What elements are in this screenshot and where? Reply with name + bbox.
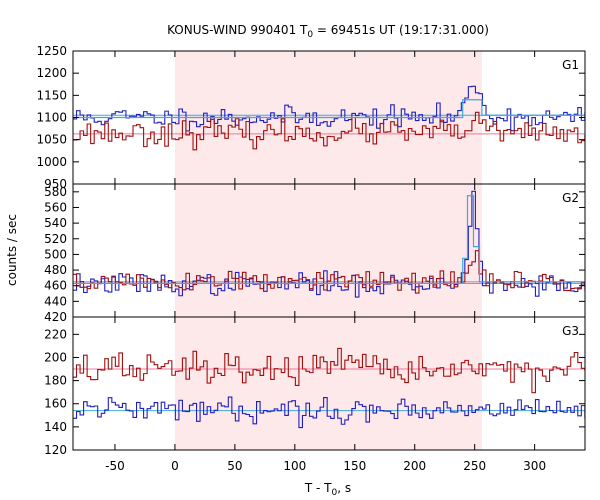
- fit-step-0: [73, 195, 585, 284]
- x-tick-label: 300: [523, 459, 546, 473]
- y-tick-label: 1050: [36, 133, 67, 147]
- fit-step-0: [73, 99, 585, 119]
- y-tick-label: 120: [44, 443, 67, 457]
- plot-area: [73, 85, 585, 151]
- x-tick-label: 200: [403, 459, 426, 473]
- panel-label: G3: [562, 324, 579, 338]
- series-red-0: [73, 347, 585, 394]
- panel-g1: 950 1000 1050 1100 1150 1200 1250 G1: [36, 44, 586, 191]
- series-red-1: [73, 111, 585, 151]
- y-tick-label: 460: [44, 279, 67, 293]
- panel-label: G1: [562, 58, 579, 72]
- y-tick-label: 950: [44, 177, 67, 191]
- x-tick-label: 100: [283, 459, 306, 473]
- chart-title: KONUS-WIND 990401 T0 = 69451s UT (19:17:…: [167, 23, 489, 40]
- x-tick-label: 150: [343, 459, 366, 473]
- y-tick-label: 420: [44, 310, 67, 324]
- y-tick-label: 580: [44, 185, 67, 199]
- y-tick-label: 180: [44, 374, 67, 388]
- panel-g3: 120 140 160 180 200 220 G3: [44, 316, 586, 457]
- y-tick-label: 440: [44, 294, 67, 308]
- panel-label: G2: [562, 191, 579, 205]
- y-tick-label: 1150: [36, 88, 67, 102]
- x-tick-label: 250: [463, 459, 486, 473]
- plot-area: [73, 190, 585, 298]
- y-tick-label: 520: [44, 232, 67, 246]
- x-axis-title-subscript: 0: [332, 488, 338, 498]
- y-tick-label: 200: [44, 350, 67, 364]
- x-tick-label: 50: [227, 459, 242, 473]
- y-tick-label: 500: [44, 247, 67, 261]
- y-tick-label: 1100: [36, 111, 67, 125]
- chart-title-subscript: 0: [307, 30, 313, 40]
- series-blue-0: [73, 85, 585, 132]
- series-blue-1: [73, 396, 585, 429]
- x-tick-label: 0: [171, 459, 179, 473]
- y-tick-label: 1200: [36, 66, 67, 80]
- panel-frame: [72, 316, 586, 451]
- x-tick-label: -50: [105, 459, 125, 473]
- highlight-interval: [174, 317, 482, 450]
- y-tick-label: 220: [44, 327, 67, 341]
- y-tick-label: 560: [44, 200, 67, 214]
- y-tick-label: 480: [44, 263, 67, 277]
- y-tick-label: 140: [44, 420, 67, 434]
- y-tick-label: 160: [44, 397, 67, 411]
- plot-area: [73, 347, 585, 429]
- y-tick-label: 1250: [36, 44, 67, 58]
- y-tick-label: 540: [44, 216, 67, 230]
- x-axis-title: T - T0, s: [304, 481, 351, 498]
- y-axis-title: counts / sec: [5, 214, 19, 286]
- x-tick-labels: -50 0 50 100 150 200 250 300: [105, 459, 546, 473]
- series-red-1: [73, 250, 585, 294]
- highlight-interval: [174, 184, 482, 317]
- y-tick-label: 1000: [36, 155, 67, 169]
